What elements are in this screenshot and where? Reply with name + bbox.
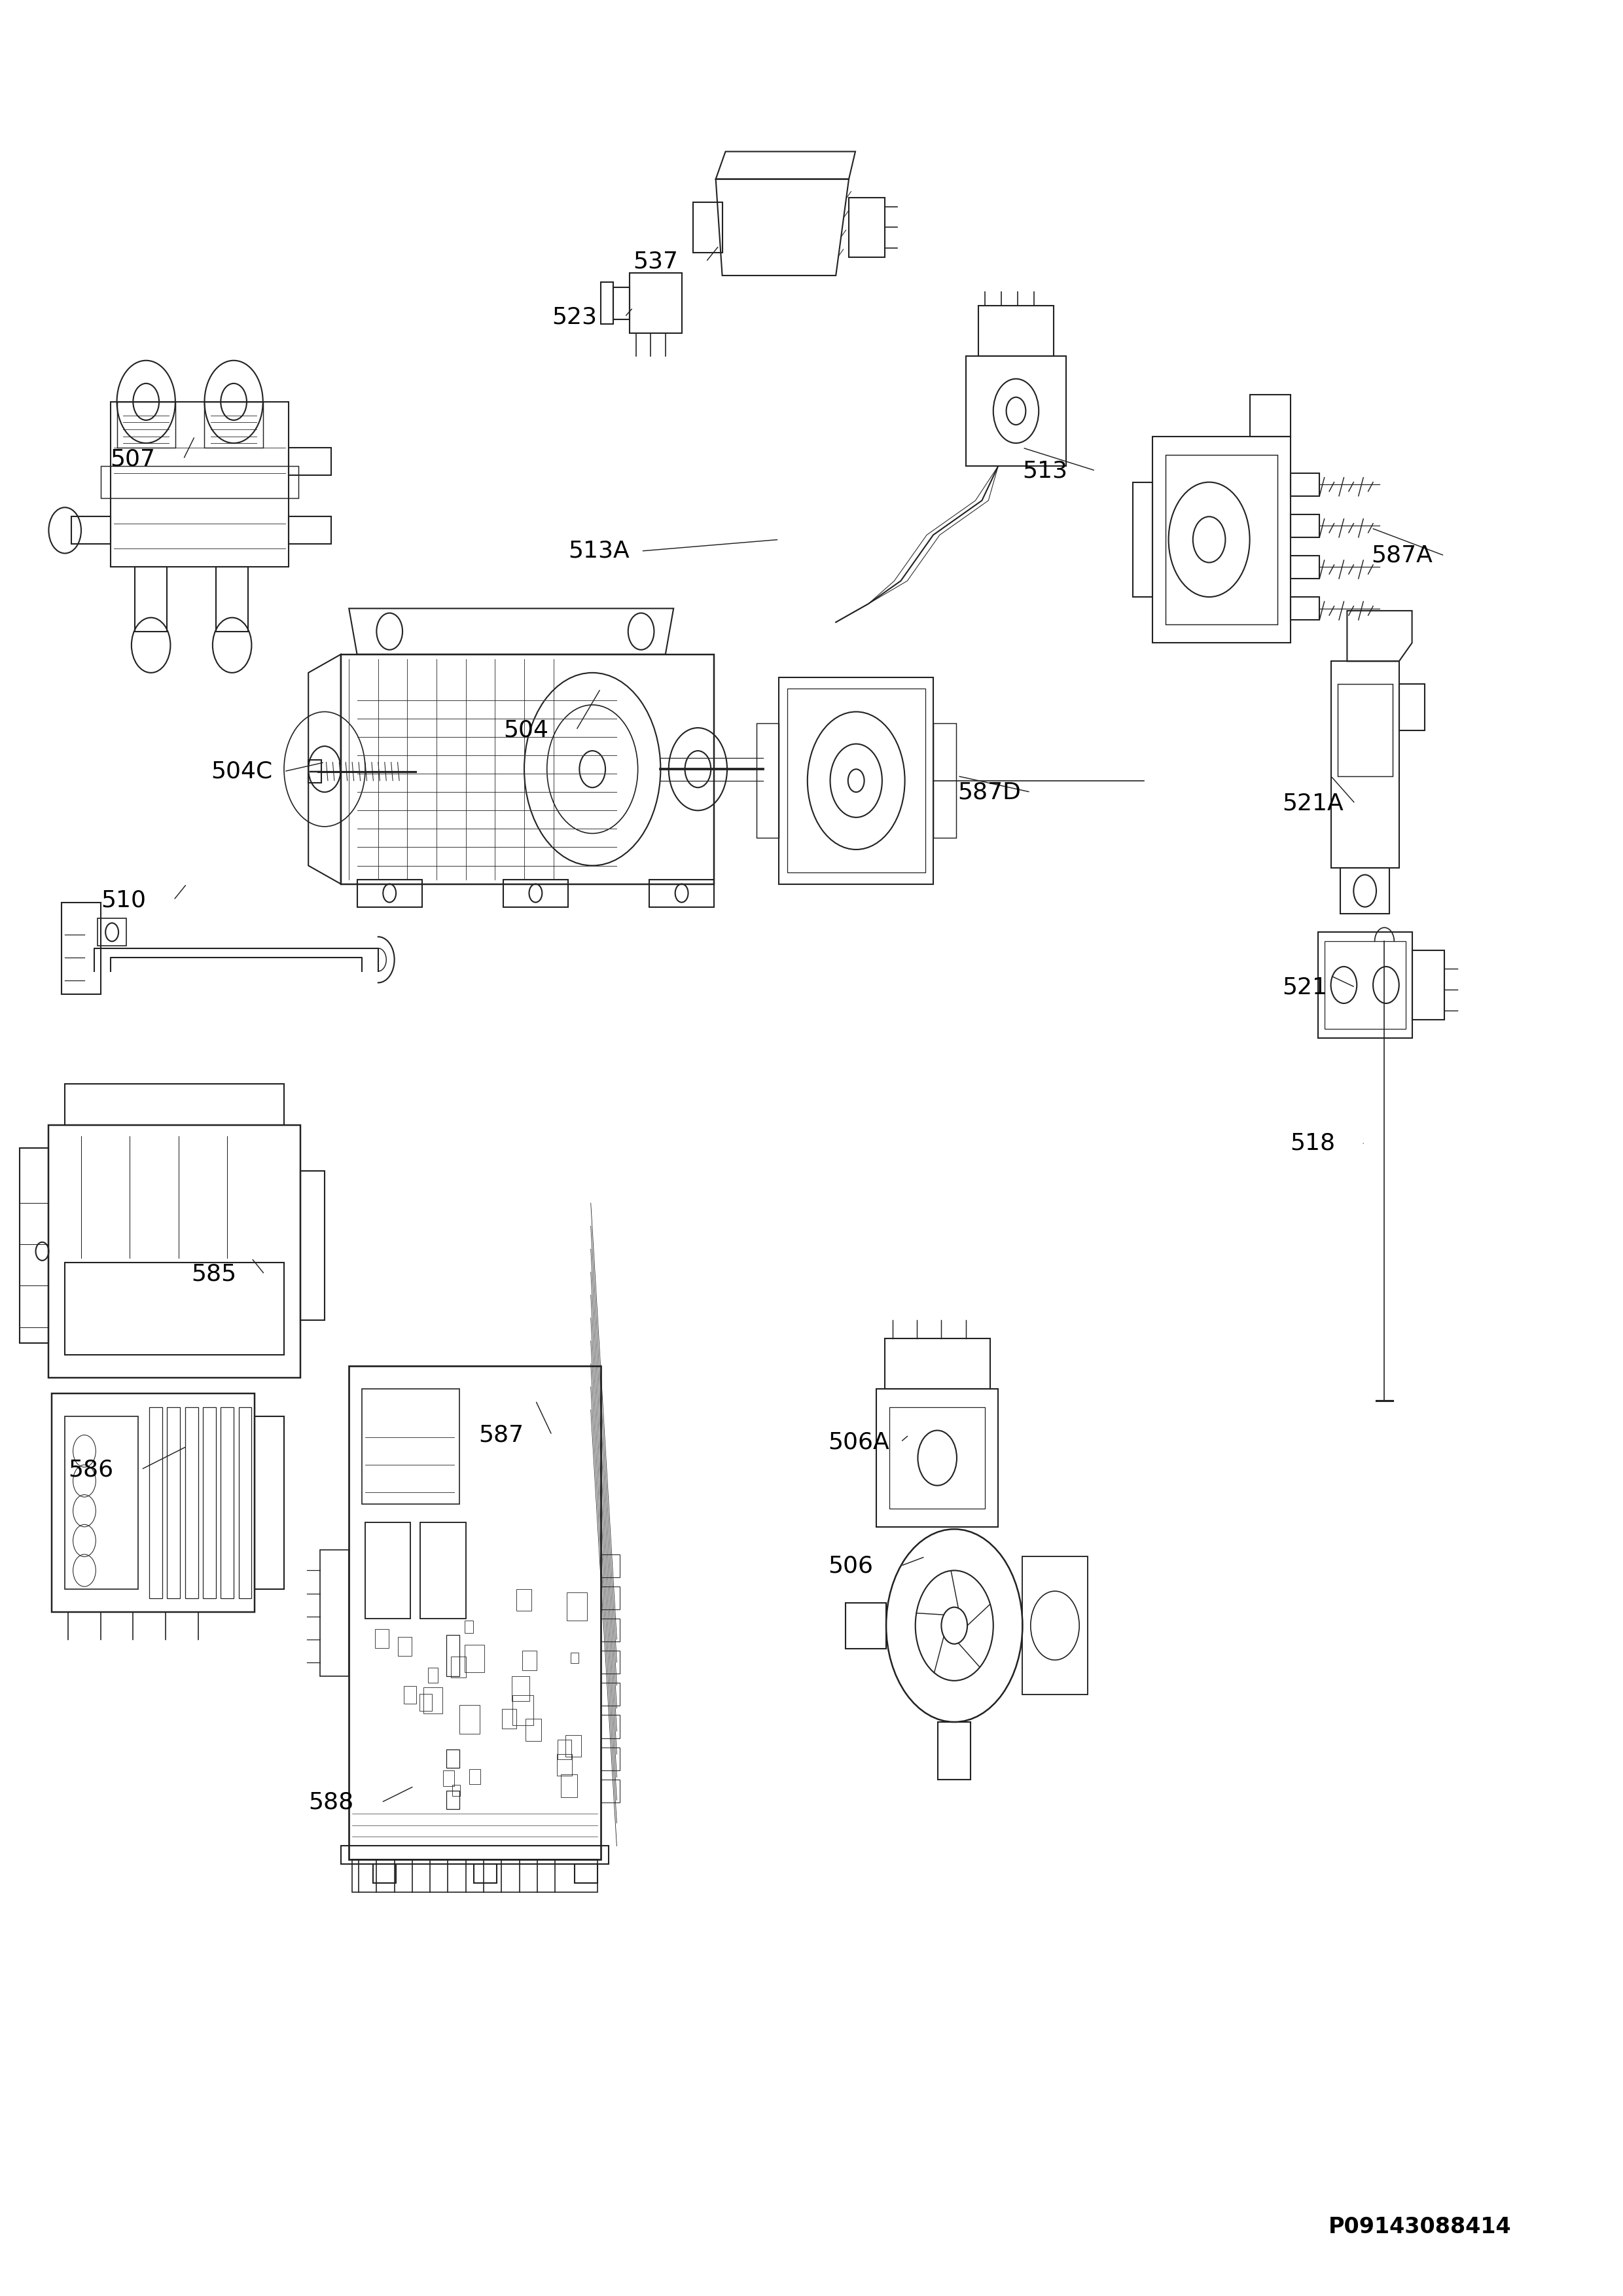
Bar xyxy=(451,1655,466,1678)
Bar xyxy=(630,273,682,333)
Bar xyxy=(502,1708,516,1729)
Bar xyxy=(365,1522,411,1619)
Bar xyxy=(352,1860,597,1892)
Bar xyxy=(1152,436,1290,643)
Bar xyxy=(566,1736,581,1756)
Bar xyxy=(511,1676,529,1701)
Text: 586: 586 xyxy=(68,1458,114,1481)
Bar xyxy=(204,402,263,448)
Text: 504: 504 xyxy=(503,719,549,742)
Bar xyxy=(469,1770,480,1784)
Text: 518: 518 xyxy=(1290,1132,1336,1155)
Bar xyxy=(110,402,289,567)
Text: 521: 521 xyxy=(1282,976,1328,999)
Text: 521A: 521A xyxy=(1282,792,1344,815)
Bar xyxy=(889,1407,985,1508)
Text: 585: 585 xyxy=(192,1263,237,1286)
Text: 513: 513 xyxy=(1022,459,1068,482)
Text: 587: 587 xyxy=(479,1424,524,1446)
Text: 588: 588 xyxy=(308,1791,354,1814)
Bar xyxy=(97,918,127,946)
Bar xyxy=(167,1407,180,1598)
Bar xyxy=(1324,941,1406,1029)
Bar xyxy=(65,1417,138,1589)
Text: 513A: 513A xyxy=(568,540,630,563)
Bar xyxy=(526,1717,542,1740)
Bar xyxy=(398,1637,411,1655)
Bar xyxy=(446,1635,459,1676)
Bar xyxy=(1250,395,1290,436)
Bar xyxy=(885,1339,990,1389)
Bar xyxy=(557,1754,571,1775)
Bar xyxy=(779,677,933,884)
Bar xyxy=(464,1621,472,1632)
Bar xyxy=(446,1791,459,1809)
Text: 507: 507 xyxy=(110,448,156,471)
Bar xyxy=(979,305,1053,356)
Bar xyxy=(1337,684,1393,776)
Bar xyxy=(320,1550,349,1676)
Text: 587D: 587D xyxy=(958,781,1021,804)
Bar xyxy=(562,1775,578,1798)
Bar xyxy=(1318,932,1412,1038)
Bar xyxy=(558,1740,571,1759)
Bar xyxy=(1022,1557,1087,1694)
Bar xyxy=(185,1407,198,1598)
Bar xyxy=(149,1407,162,1598)
Bar xyxy=(341,1846,609,1864)
Bar xyxy=(523,1651,537,1669)
Bar xyxy=(1412,951,1444,1019)
Text: 587A: 587A xyxy=(1371,544,1433,567)
Bar xyxy=(239,1407,252,1598)
Bar xyxy=(787,689,925,872)
Bar xyxy=(420,1522,466,1619)
Bar xyxy=(849,197,885,257)
Bar xyxy=(1165,455,1277,625)
Text: 523: 523 xyxy=(552,305,597,328)
Bar xyxy=(62,902,101,994)
Bar xyxy=(424,1688,441,1713)
Bar xyxy=(349,1366,601,1860)
Bar xyxy=(453,1784,459,1795)
Bar xyxy=(404,1685,417,1704)
Bar xyxy=(566,1591,588,1621)
Text: 537: 537 xyxy=(633,250,678,273)
Bar xyxy=(101,466,299,498)
Bar xyxy=(221,1407,234,1598)
Bar xyxy=(966,356,1066,466)
Bar xyxy=(117,402,175,448)
Text: 506: 506 xyxy=(828,1554,873,1577)
Bar xyxy=(876,1389,998,1527)
Bar xyxy=(446,1750,459,1768)
Text: 510: 510 xyxy=(101,889,146,912)
Bar xyxy=(375,1630,388,1649)
Text: P09143088414: P09143088414 xyxy=(1329,2216,1511,2239)
Bar xyxy=(464,1644,485,1671)
Bar xyxy=(459,1706,480,1733)
Bar xyxy=(420,1694,432,1711)
Bar xyxy=(516,1589,531,1612)
Bar xyxy=(571,1653,578,1662)
Bar xyxy=(513,1694,534,1724)
Bar xyxy=(443,1770,454,1786)
Bar xyxy=(933,723,956,838)
Bar xyxy=(203,1407,216,1598)
Bar xyxy=(428,1667,438,1683)
Bar xyxy=(756,723,779,838)
Text: 504C: 504C xyxy=(211,760,273,783)
Text: 506A: 506A xyxy=(828,1430,889,1453)
Bar xyxy=(362,1389,459,1504)
